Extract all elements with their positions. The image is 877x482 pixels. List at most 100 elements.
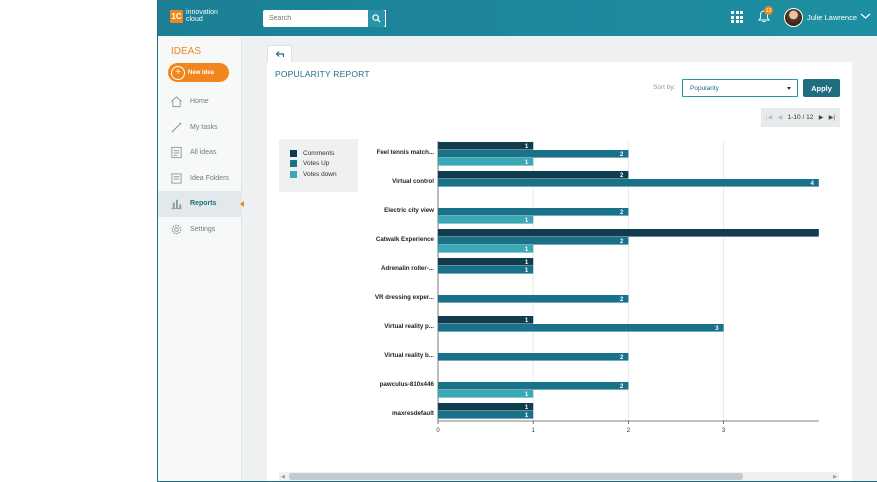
legend-item-comments: Comments bbox=[290, 148, 358, 159]
bar-votes-up bbox=[438, 237, 629, 245]
category-label: Feel tennis match... bbox=[377, 149, 435, 156]
category-label: Catwalk Experience bbox=[376, 236, 435, 243]
legend-label: Votes Up bbox=[303, 160, 330, 168]
legend-swatch bbox=[290, 160, 297, 168]
bar-votes-up bbox=[438, 208, 629, 216]
sidebar-item-my-tasks[interactable]: My tasks bbox=[158, 115, 242, 141]
apply-button[interactable]: Apply bbox=[803, 79, 840, 97]
sidebar-item-label: All ideas bbox=[190, 149, 217, 157]
wand-icon bbox=[171, 121, 183, 133]
scroll-right-icon[interactable]: ▶ bbox=[833, 474, 837, 480]
app-window: 1C innovation cloud 13 Julie Lawrence ID… bbox=[157, 0, 877, 482]
pagination: |◀ ◀ 1-10 / 12 ▶ ▶| bbox=[761, 108, 840, 127]
legend-label: Votes down bbox=[303, 170, 337, 178]
sidebar-item-reports[interactable]: Reports bbox=[158, 191, 244, 217]
notification-badge: 13 bbox=[764, 6, 773, 15]
bar-value-label: 1 bbox=[525, 144, 529, 150]
sidebar-item-home[interactable]: Home bbox=[158, 89, 242, 115]
sidebar-item-all-ideas[interactable]: All ideas bbox=[158, 140, 242, 166]
bar-comments bbox=[438, 142, 534, 150]
sidebar-item-label: Idea Folders bbox=[190, 174, 229, 182]
chart-legend: Comments Votes Up Votes down bbox=[279, 139, 358, 192]
back-tab[interactable] bbox=[267, 45, 292, 62]
bar-votes-down bbox=[438, 245, 534, 253]
bar-value-label: 3 bbox=[715, 326, 719, 332]
sidebar-item-settings[interactable]: Settings bbox=[158, 217, 242, 243]
folder-icon bbox=[171, 173, 182, 184]
bar-value-label: 2 bbox=[620, 152, 624, 158]
caret-down-icon bbox=[787, 87, 791, 90]
category-label: Electric city view bbox=[384, 207, 434, 214]
category-label: Virtual reality b... bbox=[384, 352, 434, 359]
category-label: VR dressing exper... bbox=[375, 294, 434, 301]
bar-votes-down bbox=[438, 158, 534, 166]
bar-comments bbox=[438, 171, 629, 179]
popularity-chart: 0 1 2 3 Feel tennis match... 1 2 1 Virtual contr… bbox=[375, 141, 819, 434]
new-idea-button[interactable]: + New Idea bbox=[168, 63, 229, 82]
first-page-icon[interactable]: |◀ bbox=[766, 115, 773, 121]
logo-badge: 1C bbox=[170, 9, 183, 23]
bar-votes-down bbox=[438, 216, 534, 224]
search-icon bbox=[372, 14, 381, 23]
bar-value-label: 1 bbox=[525, 260, 529, 266]
prev-page-icon[interactable]: ◀ bbox=[777, 115, 783, 121]
bar-value-label: 2 bbox=[620, 239, 624, 245]
gear-icon bbox=[171, 224, 182, 235]
legend-item-votes-up: Votes Up bbox=[290, 159, 358, 170]
chevron-down-icon[interactable] bbox=[860, 12, 871, 20]
bar-value-label: 1 bbox=[525, 268, 529, 274]
bar-value-label: 2 bbox=[620, 384, 624, 390]
sort-select[interactable]: Popularity bbox=[682, 79, 798, 97]
bar-comments bbox=[438, 316, 534, 324]
next-page-icon[interactable]: ▶ bbox=[818, 115, 824, 121]
avatar[interactable] bbox=[784, 8, 803, 27]
plus-icon: + bbox=[171, 65, 185, 80]
bar-value-label: 1 bbox=[525, 413, 529, 419]
apps-grid-icon[interactable] bbox=[731, 11, 743, 23]
legend-item-votes-down: Votes down bbox=[290, 169, 358, 180]
horizontal-scrollbar[interactable]: ◀ ▶ bbox=[279, 472, 839, 481]
bar-value-label: 1 bbox=[525, 392, 529, 398]
bar-value-label: 4 bbox=[810, 181, 814, 187]
bar-value-label: 1 bbox=[525, 247, 529, 253]
x-tick-label: 2 bbox=[627, 428, 631, 434]
category-label: Virtual control bbox=[392, 178, 434, 185]
bar-votes-up bbox=[438, 324, 724, 332]
last-page-icon[interactable]: ▶| bbox=[828, 115, 835, 121]
sidebar-item-idea-folders[interactable]: Idea Folders bbox=[158, 166, 242, 192]
logo-text: innovation cloud bbox=[186, 9, 218, 23]
sort-label: Sort by: bbox=[653, 84, 676, 91]
bar-value-label: 1 bbox=[525, 405, 529, 411]
bar-votes-up bbox=[438, 411, 534, 419]
scrollbar-thumb[interactable] bbox=[289, 473, 743, 480]
top-bar: 1C innovation cloud 13 Julie Lawrence bbox=[158, 0, 877, 36]
bar-votes-up bbox=[438, 150, 629, 158]
x-tick-label: 3 bbox=[722, 428, 726, 434]
active-indicator bbox=[240, 201, 244, 207]
pager-label: 1-10 / 12 bbox=[787, 114, 814, 121]
bar-value-label: 2 bbox=[620, 355, 624, 361]
sidebar-item-label: Settings bbox=[190, 225, 216, 233]
sort-select-value: Popularity bbox=[690, 84, 719, 92]
bar-value-label: 2 bbox=[620, 297, 624, 303]
user-name[interactable]: Julie Lawrence bbox=[807, 13, 858, 22]
list-icon bbox=[171, 147, 182, 159]
sidebar-title: IDEAS bbox=[171, 46, 202, 57]
category-label: maxresdefault bbox=[392, 410, 434, 417]
sidebar: IDEAS + New Idea Home My tasks All ideas… bbox=[158, 36, 244, 481]
category-label: Virtual reality p... bbox=[384, 323, 434, 330]
legend-swatch bbox=[290, 170, 297, 178]
new-idea-label: New Idea bbox=[188, 69, 215, 76]
sidebar-nav: Home My tasks All ideas Idea Folders Rep… bbox=[158, 89, 244, 243]
category-label: Adrenalin roller-... bbox=[381, 265, 434, 272]
search-button[interactable] bbox=[368, 10, 385, 27]
x-tick-label: 1 bbox=[532, 428, 536, 434]
home-icon bbox=[171, 96, 182, 108]
search-input[interactable] bbox=[263, 10, 386, 27]
bar-value-label: 1 bbox=[525, 160, 529, 166]
bar-value-label: 2 bbox=[620, 210, 624, 216]
scroll-left-icon[interactable]: ◀ bbox=[281, 474, 285, 480]
category-label: pawculus-810x446 bbox=[380, 381, 435, 388]
app-logo[interactable]: 1C innovation cloud bbox=[170, 9, 226, 23]
bar-chart-icon bbox=[171, 200, 182, 210]
